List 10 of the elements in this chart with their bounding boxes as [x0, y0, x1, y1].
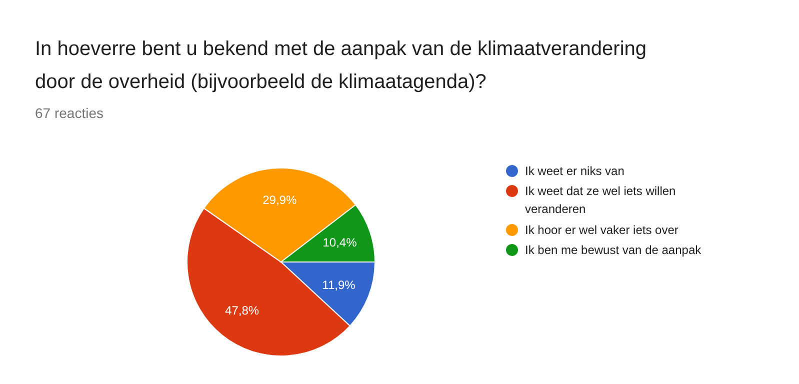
legend-label: Ik weet er niks van — [525, 164, 624, 178]
chart-title: In hoeverre bent u bekend met de aanpak van de klimaatverandering door de overheid (bijvoorbeeld de klimaatagenda)? — [35, 38, 647, 93]
data-label: 11,9% — [322, 278, 356, 292]
legend-label: Ik ben me bewust van de aanpak — [525, 243, 702, 258]
legend-label: Ik weet dat ze wel iets willen veranderen — [525, 184, 676, 216]
data-label: 47,8% — [225, 303, 260, 318]
data-label: 29,9% — [262, 193, 297, 208]
legend-label: Ik hoor er wel vaker iets over — [525, 223, 678, 238]
text: 67 reacties — [35, 105, 104, 121]
data-label: 10,4% — [322, 235, 358, 250]
